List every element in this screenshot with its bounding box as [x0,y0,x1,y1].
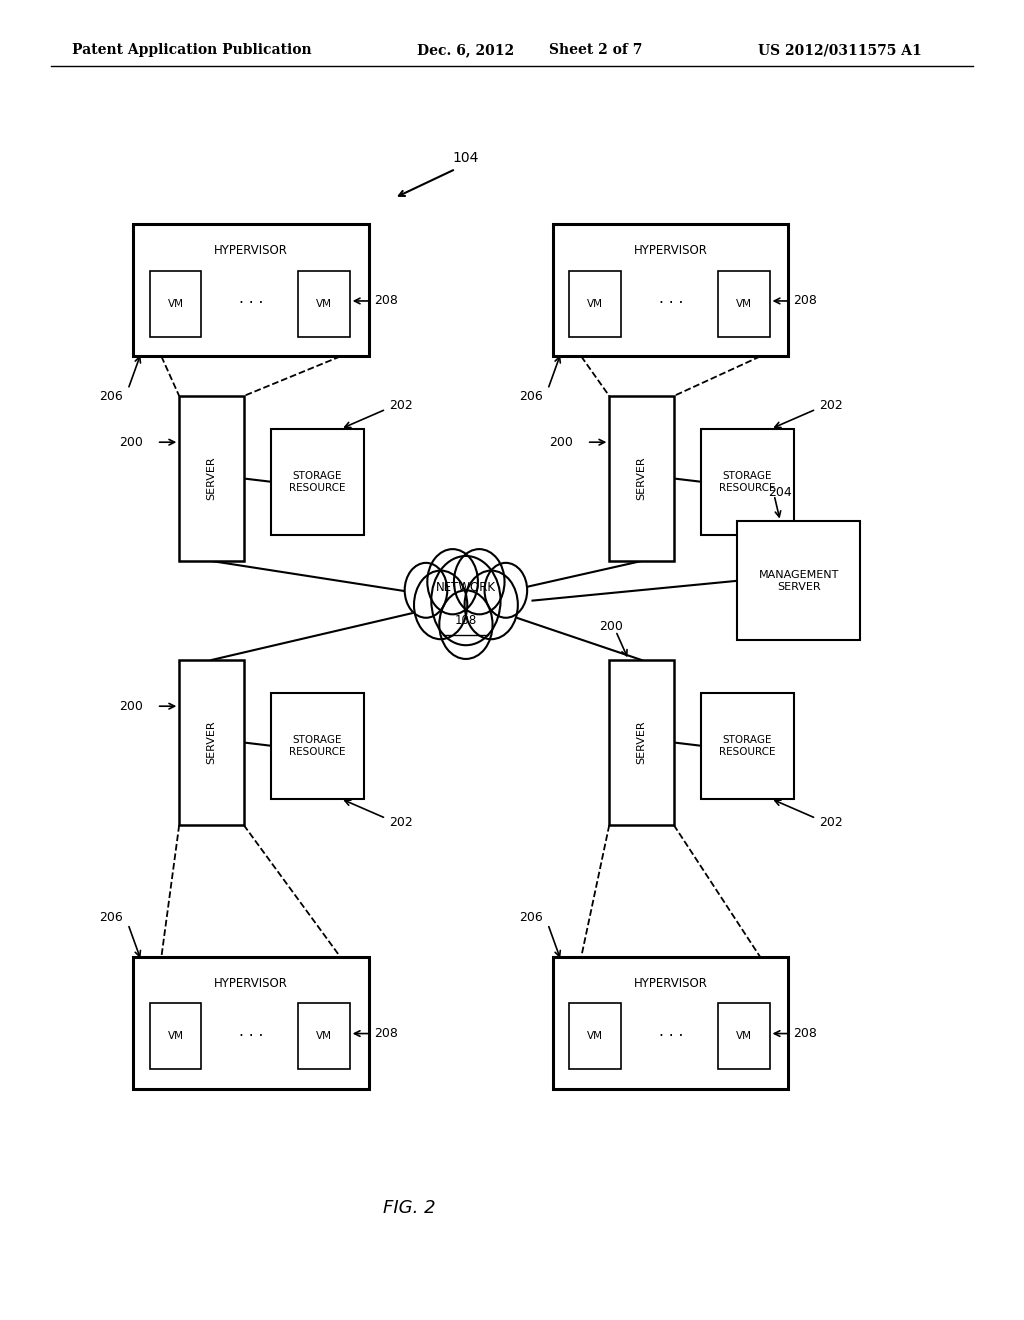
FancyBboxPatch shape [179,660,244,825]
Text: 104: 104 [453,152,479,165]
Circle shape [465,570,518,639]
Text: 200: 200 [120,700,143,713]
Text: STORAGE
RESOURCE: STORAGE RESOURCE [719,735,776,756]
FancyBboxPatch shape [609,396,674,561]
Text: 206: 206 [99,389,123,403]
Text: VM: VM [168,1031,183,1041]
Text: SERVER: SERVER [207,721,216,764]
FancyBboxPatch shape [701,693,794,799]
Text: VM: VM [588,298,603,309]
Text: Sheet 2 of 7: Sheet 2 of 7 [549,44,643,57]
FancyBboxPatch shape [737,521,860,640]
Circle shape [404,562,447,618]
FancyBboxPatch shape [553,957,788,1089]
Text: STORAGE
RESOURCE: STORAGE RESOURCE [719,471,776,492]
Circle shape [439,590,493,659]
Text: VM: VM [735,298,752,309]
Text: 200: 200 [599,620,623,634]
FancyBboxPatch shape [150,271,202,337]
Text: 202: 202 [819,399,843,412]
Text: FIG. 2: FIG. 2 [383,1199,436,1217]
Text: 202: 202 [819,816,843,829]
Text: · · ·: · · · [658,1028,683,1044]
Text: 206: 206 [99,911,123,924]
Text: SERVER: SERVER [637,721,646,764]
Text: 206: 206 [519,911,543,924]
Text: 200: 200 [120,436,143,449]
Text: 206: 206 [519,389,543,403]
Text: · · ·: · · · [239,1028,263,1044]
Text: HYPERVISOR: HYPERVISOR [634,244,708,257]
FancyBboxPatch shape [133,957,369,1089]
Text: VM: VM [735,1031,752,1041]
Text: 208: 208 [794,1027,817,1040]
Text: 208: 208 [794,294,817,308]
FancyBboxPatch shape [298,1003,350,1069]
Text: SERVER: SERVER [207,457,216,500]
Text: 202: 202 [389,816,413,829]
Text: Patent Application Publication: Patent Application Publication [72,44,311,57]
Text: HYPERVISOR: HYPERVISOR [214,244,288,257]
Circle shape [431,556,501,645]
Text: 108: 108 [455,614,477,627]
Text: SERVER: SERVER [637,457,646,500]
FancyBboxPatch shape [271,693,364,799]
Text: HYPERVISOR: HYPERVISOR [634,977,708,990]
FancyBboxPatch shape [701,429,794,535]
FancyBboxPatch shape [150,1003,202,1069]
FancyBboxPatch shape [133,224,369,356]
Circle shape [414,570,467,639]
Text: STORAGE
RESOURCE: STORAGE RESOURCE [289,735,346,756]
FancyBboxPatch shape [298,271,350,337]
Text: VM: VM [168,298,183,309]
FancyBboxPatch shape [718,1003,770,1069]
FancyBboxPatch shape [569,1003,622,1069]
FancyBboxPatch shape [179,396,244,561]
FancyBboxPatch shape [718,271,770,337]
Text: 208: 208 [374,1027,397,1040]
Text: HYPERVISOR: HYPERVISOR [214,977,288,990]
Text: VM: VM [315,1031,332,1041]
Text: VM: VM [588,1031,603,1041]
Text: · · ·: · · · [239,296,263,312]
Text: 204: 204 [768,486,792,499]
Text: VM: VM [315,298,332,309]
FancyBboxPatch shape [569,271,622,337]
Circle shape [454,549,505,614]
Text: 200: 200 [550,436,573,449]
Text: 208: 208 [374,294,397,308]
Circle shape [427,549,478,614]
Text: MANAGEMENT
SERVER: MANAGEMENT SERVER [759,570,839,591]
Text: 202: 202 [389,399,413,412]
Circle shape [484,562,527,618]
FancyBboxPatch shape [609,660,674,825]
Text: NETWORK: NETWORK [436,581,496,594]
FancyBboxPatch shape [553,224,788,356]
Text: US 2012/0311575 A1: US 2012/0311575 A1 [758,44,922,57]
Text: · · ·: · · · [658,296,683,312]
FancyBboxPatch shape [271,429,364,535]
Text: Dec. 6, 2012: Dec. 6, 2012 [418,44,514,57]
Text: STORAGE
RESOURCE: STORAGE RESOURCE [289,471,346,492]
